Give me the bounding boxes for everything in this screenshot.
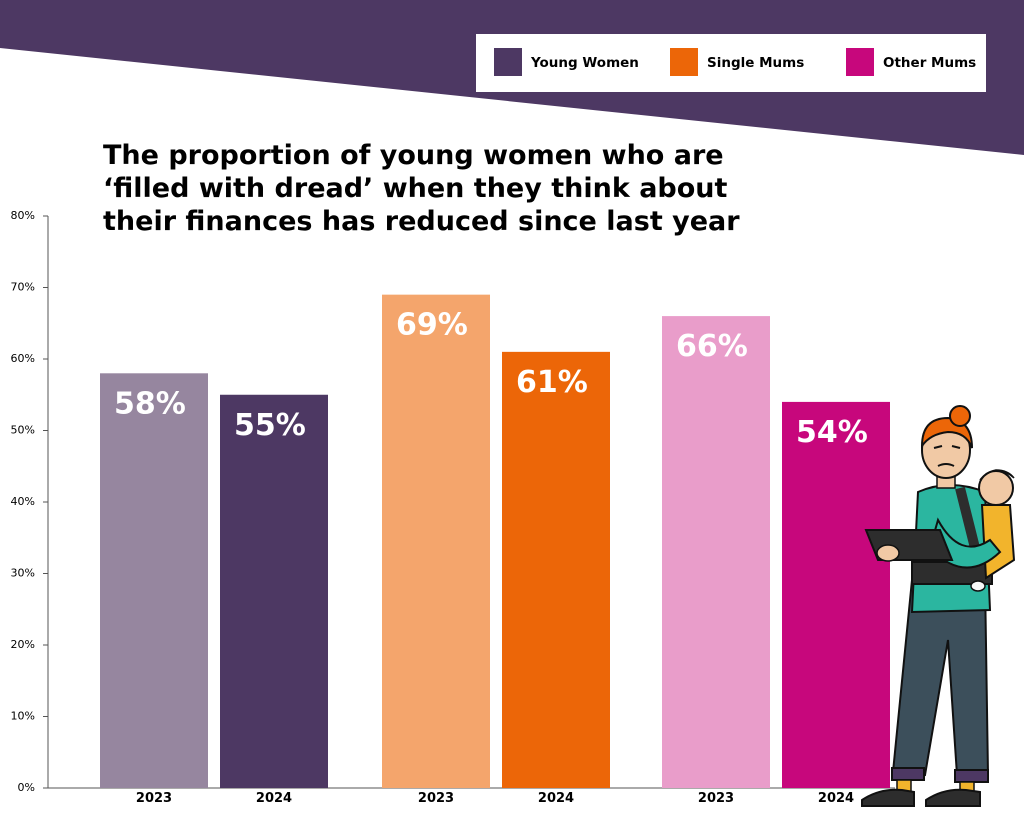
chart-title-line-1: The proportion of young women who are xyxy=(103,140,724,171)
bar xyxy=(782,401,890,788)
y-tick-label: 70% xyxy=(11,281,35,294)
y-tick-labels: 0% 10% 20% 30% 40% 50% 60% 70% 80% xyxy=(11,209,48,794)
bar xyxy=(100,373,208,788)
y-tick-label: 0% xyxy=(18,781,35,794)
x-tick-label: 2023 xyxy=(136,791,172,806)
bars: 58% 55% 69% 61% 66% 54% xyxy=(100,294,890,788)
y-tick-label: 40% xyxy=(11,495,35,508)
x-tick-labels: 2023 2024 2023 2024 2023 2024 xyxy=(136,791,854,806)
x-tick-label: 2024 xyxy=(256,791,292,806)
legend-swatch xyxy=(670,48,698,76)
x-tick-label: 2023 xyxy=(698,791,734,806)
legend: Young Women Single Mums Other Mums xyxy=(476,34,986,92)
data-label: 61% xyxy=(516,365,588,400)
y-tick-label: 10% xyxy=(11,710,35,723)
y-tick-label: 80% xyxy=(11,209,35,222)
data-label: 66% xyxy=(676,329,748,364)
data-label: 69% xyxy=(396,308,468,343)
data-label: 55% xyxy=(234,408,306,443)
woman-carrying-baby-holding-tablet-illustration xyxy=(861,405,1016,807)
legend-swatch xyxy=(494,48,522,76)
bar xyxy=(662,316,770,788)
legend-label: Young Women xyxy=(530,55,639,71)
y-tick-label: 20% xyxy=(11,638,35,651)
bar xyxy=(220,394,328,788)
y-tick-label: 50% xyxy=(11,424,35,437)
legend-swatch xyxy=(846,48,874,76)
x-tick-label: 2024 xyxy=(818,791,854,806)
legend-label: Other Mums xyxy=(883,55,976,71)
chart-title-line-3: their finances has reduced since last ye… xyxy=(103,206,740,237)
x-tick-label: 2023 xyxy=(418,791,454,806)
x-tick-label: 2024 xyxy=(538,791,574,806)
chart-title-line-2: ‘filled with dread’ when they think abou… xyxy=(103,173,728,204)
legend-label: Single Mums xyxy=(707,55,804,71)
y-tick-label: 30% xyxy=(11,567,35,580)
legend-box xyxy=(476,34,986,92)
y-tick-label: 60% xyxy=(11,352,35,365)
bar xyxy=(502,351,610,788)
data-label: 58% xyxy=(114,386,186,421)
bar xyxy=(382,294,490,788)
data-label: 54% xyxy=(796,415,868,450)
